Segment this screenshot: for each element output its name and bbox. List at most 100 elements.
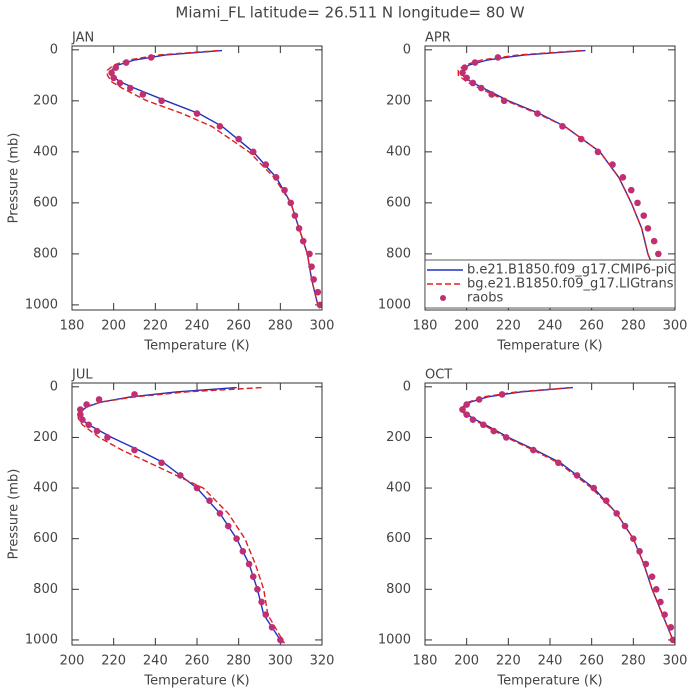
raob-point <box>602 497 610 505</box>
panel-title: JAN <box>71 31 94 46</box>
raob-point <box>95 396 103 403</box>
y-tick-label: 200 <box>386 93 411 108</box>
x-tick-label: 180 <box>413 654 438 669</box>
y-tick-label: 200 <box>386 430 411 445</box>
raob-point <box>621 522 629 530</box>
raob-point <box>139 91 147 98</box>
x-tick-label: 200 <box>454 319 479 334</box>
raob-point <box>224 522 232 530</box>
profile-line <box>106 49 321 309</box>
raob-point <box>277 636 284 644</box>
plot-area <box>106 49 322 309</box>
x-tick-label: 260 <box>579 654 604 669</box>
raob-point <box>463 401 470 408</box>
y-tick-label: 1000 <box>378 297 411 312</box>
raob-point <box>193 484 201 492</box>
x-tick-label: 200 <box>454 654 479 669</box>
raob-point <box>272 174 280 181</box>
x-tick-label: 220 <box>496 319 521 334</box>
y-axis-label: Pressure (mb) <box>7 469 22 560</box>
raob-point <box>530 446 537 454</box>
raob-point <box>636 548 643 555</box>
x-tick-label: 280 <box>268 319 293 334</box>
raob-point <box>147 54 155 61</box>
y-tick-label: 0 <box>50 42 58 57</box>
raob-point <box>299 237 307 245</box>
raob-point <box>310 276 317 283</box>
y-tick-label: 800 <box>33 246 58 261</box>
raob-point <box>249 148 257 156</box>
plot-area <box>459 386 675 644</box>
y-tick-label: 200 <box>33 430 58 445</box>
raob-point <box>239 548 247 555</box>
x-tick-label: 180 <box>413 319 438 334</box>
raob-point <box>459 69 466 77</box>
y-tick-label: 400 <box>33 144 58 159</box>
y-tick-label: 800 <box>386 582 411 597</box>
raob-point <box>669 636 675 644</box>
raob-point <box>245 560 253 568</box>
raob-point <box>93 427 101 435</box>
x-axis-label: Temperature (K) <box>496 339 602 354</box>
raob-point <box>613 510 620 517</box>
raob-point <box>177 472 184 479</box>
x-tick-label: 280 <box>621 319 646 334</box>
y-tick-label: 600 <box>33 531 58 546</box>
raob-point <box>131 391 138 398</box>
raob-point <box>116 79 124 87</box>
x-tick-label: 280 <box>226 654 251 669</box>
x-tick-label: 300 <box>663 319 688 334</box>
x-tick-label: 260 <box>579 319 604 334</box>
raob-point <box>634 199 641 207</box>
raob-point <box>463 411 470 418</box>
legend-swatch <box>440 295 446 301</box>
raob-point <box>650 237 658 245</box>
raob-point <box>258 598 265 606</box>
x-tick-label: 240 <box>185 319 210 334</box>
y-tick-label: 400 <box>386 481 411 496</box>
raob-point <box>122 59 130 66</box>
y-tick-label: 0 <box>403 379 411 394</box>
panel-title: JUL <box>71 368 93 383</box>
x-tick-label: 280 <box>621 654 646 669</box>
plot-frame <box>424 45 676 311</box>
raob-point <box>652 586 660 593</box>
raob-point <box>480 421 487 429</box>
y-tick-label: 600 <box>33 195 58 210</box>
y-axis-label: Pressure (mb) <box>7 133 22 224</box>
raob-point <box>475 396 483 403</box>
y-tick-label: 800 <box>33 582 58 597</box>
legend-box <box>425 259 675 309</box>
legend-label: bg.e21.B1850.f09_g17.LIGtransie <box>467 277 685 292</box>
x-axis-label: Temperature (K) <box>143 339 249 354</box>
raob-point <box>477 84 485 92</box>
raob-point <box>233 535 240 542</box>
y-tick-label: 400 <box>386 144 411 159</box>
raob-point <box>577 135 585 143</box>
profile-line <box>79 386 283 644</box>
raob-point <box>127 84 134 92</box>
raob-point <box>498 391 506 398</box>
figure-title: Miami_FL latitude= 26.511 N longitude= 8… <box>175 4 524 23</box>
raob-point <box>594 148 602 156</box>
raob-point <box>206 497 213 505</box>
x-tick-label: 300 <box>663 654 688 669</box>
raob-point <box>657 598 664 606</box>
legend-label: raobs <box>467 291 504 306</box>
raob-point <box>609 161 616 168</box>
x-tick-label: 200 <box>101 319 126 334</box>
raob-point <box>469 79 477 87</box>
raob-point <box>262 611 270 618</box>
raob-point <box>471 59 479 66</box>
raob-point <box>291 212 299 219</box>
raob-point <box>158 97 165 105</box>
x-tick-label: 260 <box>226 319 251 334</box>
raob-point <box>469 416 477 424</box>
raob-point <box>655 250 662 258</box>
x-axis-label: Temperature (K) <box>143 674 249 689</box>
plot-area <box>77 386 286 644</box>
raob-point <box>108 69 115 77</box>
raob-point <box>77 406 84 413</box>
